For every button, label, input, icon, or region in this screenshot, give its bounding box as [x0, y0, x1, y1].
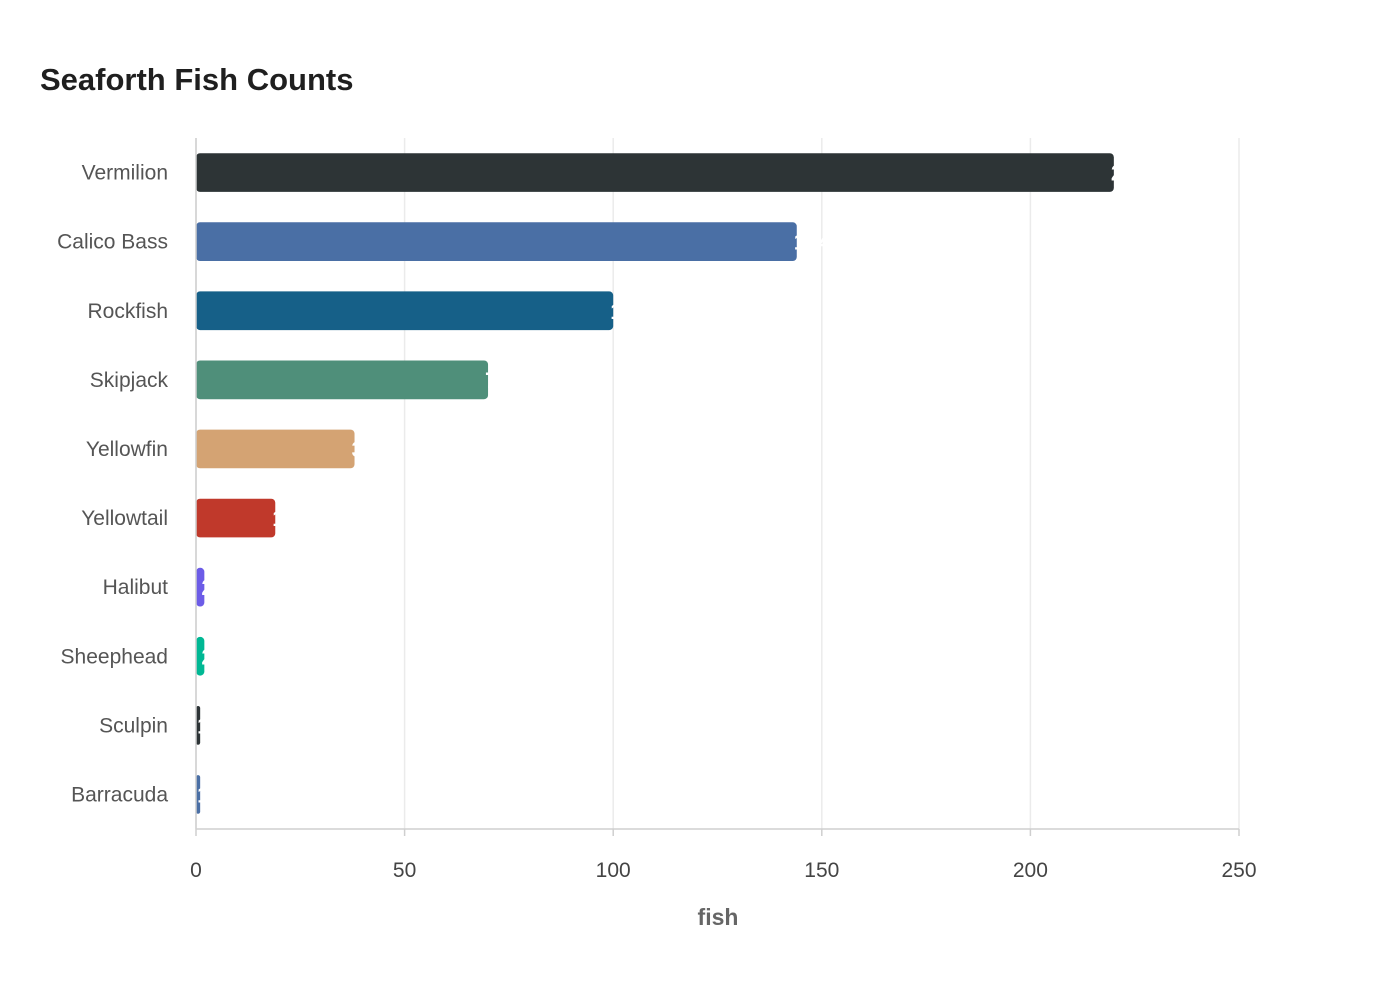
bar-yellowtail [196, 498, 276, 538]
category-label-sheephead: Sheephead [61, 645, 168, 668]
value-label-calico-bass: 144 [794, 230, 831, 255]
bar-halibut [196, 567, 205, 607]
category-label-yellowfin: Yellowfin [86, 438, 168, 461]
bar-sheephead [196, 636, 205, 676]
category-label-sculpin: Sculpin [99, 714, 168, 737]
x-tick-label-5: 250 [1221, 859, 1256, 882]
value-label-sheephead: 2 [201, 644, 213, 669]
x-tick-label-0: 0 [190, 859, 202, 882]
category-label-yellowtail: Yellowtail [81, 507, 168, 530]
value-label-yellowfin: 38 [352, 437, 376, 462]
category-label-barracuda: Barracuda [71, 783, 168, 806]
value-label-yellowtail: 19 [272, 506, 296, 531]
bar-barracuda [196, 775, 201, 814]
bar-calico-bass [196, 222, 797, 261]
x-tick-label-1: 50 [393, 859, 416, 882]
value-label-vermilion: 220 [1111, 161, 1148, 186]
category-label-rockfish: Rockfish [87, 300, 168, 323]
value-label-skipjack: 70 [485, 368, 509, 393]
x-tick-label-4: 200 [1013, 859, 1048, 882]
value-label-barracuda: 1 [197, 782, 209, 807]
x-tick-label-2: 100 [596, 859, 631, 882]
bar-skipjack [196, 360, 489, 400]
category-label-skipjack: Skipjack [90, 369, 169, 392]
value-label-sculpin: 1 [197, 713, 209, 738]
value-label-halibut: 2 [201, 575, 213, 600]
chart-title: Seaforth Fish Counts [40, 62, 353, 97]
x-tick-label-3: 150 [804, 859, 839, 882]
category-labels: Vermilion Calico Bass Rockfish Skipjack Yell… [57, 162, 168, 807]
value-label-rockfish: 100 [610, 299, 647, 324]
bar-vermilion [196, 153, 1114, 192]
bar-yellowfin [196, 429, 355, 469]
x-axis-title: fish [698, 904, 739, 930]
category-label-calico-bass: Calico Bass [57, 231, 168, 254]
bar-rockfish [196, 291, 614, 331]
category-label-halibut: Halibut [103, 576, 169, 599]
bars: 220 144 100 70 38 19 2 2 1 1 [196, 153, 1148, 814]
x-tick-labels: 0 50 100 150 200 250 [190, 829, 1257, 882]
category-label-vermilion: Vermilion [82, 162, 168, 185]
bar-sculpin [196, 706, 201, 745]
